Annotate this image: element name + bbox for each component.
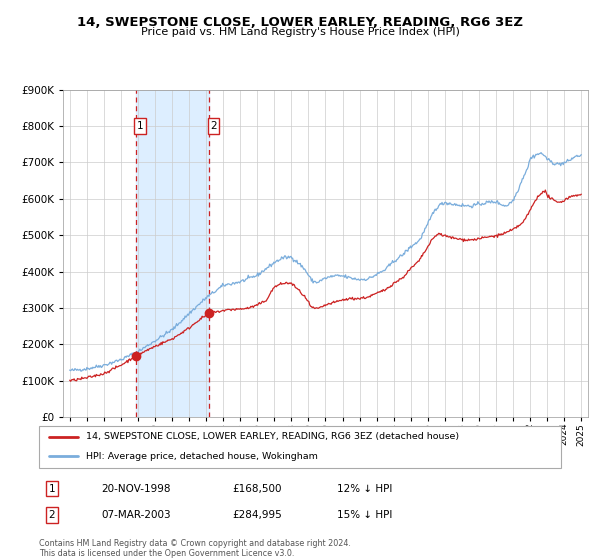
Text: 15% ↓ HPI: 15% ↓ HPI [337, 510, 392, 520]
Text: Contains HM Land Registry data © Crown copyright and database right 2024.
This d: Contains HM Land Registry data © Crown c… [39, 539, 351, 558]
Text: HPI: Average price, detached house, Wokingham: HPI: Average price, detached house, Woki… [86, 452, 318, 461]
Text: Price paid vs. HM Land Registry's House Price Index (HPI): Price paid vs. HM Land Registry's House … [140, 27, 460, 38]
Text: 20-NOV-1998: 20-NOV-1998 [101, 484, 171, 493]
Text: £284,995: £284,995 [232, 510, 282, 520]
Text: 1: 1 [137, 121, 143, 131]
FancyBboxPatch shape [39, 426, 561, 468]
Text: 2: 2 [49, 510, 55, 520]
Text: 12% ↓ HPI: 12% ↓ HPI [337, 484, 392, 493]
Bar [136, 90, 209, 417]
Text: 14, SWEPSTONE CLOSE, LOWER EARLEY, READING, RG6 3EZ (detached house): 14, SWEPSTONE CLOSE, LOWER EARLEY, READI… [86, 432, 459, 441]
Text: 07-MAR-2003: 07-MAR-2003 [101, 510, 171, 520]
Text: 14, SWEPSTONE CLOSE, LOWER EARLEY, READING, RG6 3EZ: 14, SWEPSTONE CLOSE, LOWER EARLEY, READI… [77, 16, 523, 29]
Text: 2: 2 [210, 121, 217, 131]
Text: £168,500: £168,500 [232, 484, 281, 493]
Text: 1: 1 [49, 484, 55, 493]
